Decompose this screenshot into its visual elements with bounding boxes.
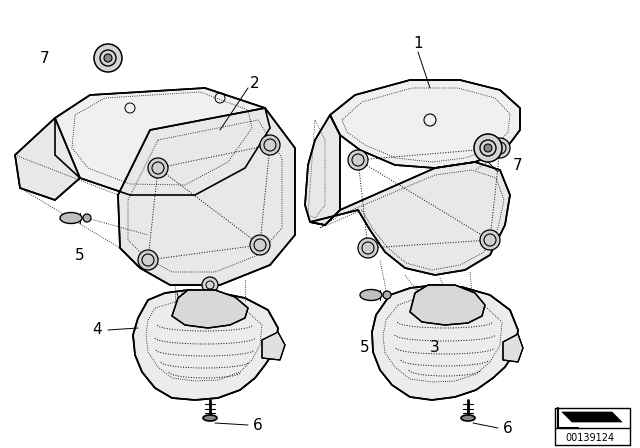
Polygon shape [330,80,520,168]
Text: 6: 6 [503,421,513,435]
Ellipse shape [83,214,91,222]
Text: 5: 5 [75,247,85,263]
Polygon shape [118,108,295,285]
Text: 5: 5 [360,340,370,356]
Polygon shape [372,285,518,400]
Circle shape [148,158,168,178]
Circle shape [260,135,280,155]
Text: 7: 7 [40,51,50,65]
Circle shape [348,150,368,170]
Text: 4: 4 [92,323,102,337]
Circle shape [484,144,492,152]
Circle shape [474,134,502,162]
Ellipse shape [383,291,391,299]
Polygon shape [305,115,340,225]
Ellipse shape [461,415,475,421]
Circle shape [202,277,218,293]
Circle shape [250,235,270,255]
Polygon shape [172,290,248,328]
Circle shape [104,54,112,62]
Circle shape [138,250,158,270]
Text: 2: 2 [250,76,260,90]
Polygon shape [262,332,285,360]
Text: 00139124: 00139124 [565,433,614,443]
Text: 3: 3 [430,340,440,356]
Circle shape [358,238,378,258]
Circle shape [490,138,510,158]
Polygon shape [410,285,485,325]
Text: 1: 1 [413,35,423,51]
Polygon shape [503,334,523,362]
Circle shape [480,230,500,250]
Text: 7: 7 [513,158,523,172]
Ellipse shape [360,289,382,301]
Text: 6: 6 [253,418,263,432]
Polygon shape [310,162,510,275]
Ellipse shape [203,415,217,421]
Circle shape [94,44,122,72]
Polygon shape [562,412,622,422]
Polygon shape [133,290,278,400]
Polygon shape [15,118,80,200]
Polygon shape [55,88,270,195]
Ellipse shape [60,212,82,224]
